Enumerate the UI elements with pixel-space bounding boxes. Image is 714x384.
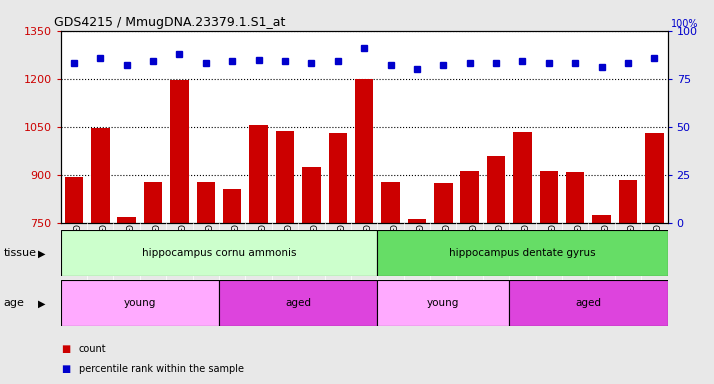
Bar (91, 127, 109, 223)
Bar (593, 215, 611, 223)
Text: GSM297140: GSM297140 (122, 224, 131, 275)
Text: GSM297149: GSM297149 (360, 224, 368, 275)
Bar (355, 79, 373, 223)
Bar (408, 219, 426, 223)
Text: GSM297143: GSM297143 (201, 224, 211, 275)
Text: GSM297153: GSM297153 (466, 224, 474, 275)
Text: GSM297147: GSM297147 (307, 224, 316, 275)
Text: hippocampus cornu ammonis: hippocampus cornu ammonis (142, 248, 296, 258)
Text: count: count (79, 344, 106, 354)
Bar (61, 230, 377, 276)
Text: GSM297142: GSM297142 (175, 224, 184, 275)
Text: GSM297157: GSM297157 (570, 224, 580, 275)
Text: GDS4215 / MmugDNA.23379.1.S1_at: GDS4215 / MmugDNA.23379.1.S1_at (54, 16, 285, 29)
Text: young: young (124, 298, 156, 308)
Bar (117, 217, 136, 223)
Text: GSM297151: GSM297151 (413, 224, 421, 275)
Bar (144, 182, 162, 223)
Text: aged: aged (575, 298, 601, 308)
Text: percentile rank within the sample: percentile rank within the sample (79, 364, 243, 374)
Bar (509, 280, 668, 326)
Bar (381, 182, 400, 223)
Bar (540, 170, 558, 223)
Bar (196, 182, 215, 223)
Bar (61, 280, 219, 326)
Text: GSM297145: GSM297145 (254, 224, 263, 275)
Text: ▶: ▶ (38, 298, 45, 308)
Bar (377, 230, 668, 276)
Bar (170, 80, 188, 223)
Text: GSM297154: GSM297154 (491, 224, 501, 275)
Bar (619, 180, 637, 223)
Bar (377, 280, 509, 326)
Bar (65, 177, 83, 223)
Bar (487, 156, 506, 223)
Text: GSM297146: GSM297146 (281, 224, 289, 275)
Text: GSM297156: GSM297156 (544, 224, 553, 275)
Text: 100%: 100% (671, 19, 699, 29)
Text: tissue: tissue (4, 248, 36, 258)
Bar (328, 133, 347, 223)
Text: ■: ■ (61, 364, 70, 374)
Bar (223, 189, 241, 223)
Bar (276, 131, 294, 223)
Bar (566, 172, 585, 223)
Text: GSM297141: GSM297141 (149, 224, 158, 275)
Bar (219, 280, 377, 326)
Text: GSM297158: GSM297158 (597, 224, 606, 275)
Text: GSM297148: GSM297148 (333, 224, 342, 275)
Text: aged: aged (285, 298, 311, 308)
Text: age: age (4, 298, 24, 308)
Text: ■: ■ (61, 344, 70, 354)
Bar (513, 132, 532, 223)
Text: young: young (427, 298, 460, 308)
Bar (302, 167, 321, 223)
Text: GSM297160: GSM297160 (650, 224, 659, 275)
Text: GSM297159: GSM297159 (623, 224, 633, 275)
Text: hippocampus dentate gyrus: hippocampus dentate gyrus (449, 248, 595, 258)
Bar (645, 133, 663, 223)
Text: GSM297138: GSM297138 (69, 224, 79, 275)
Bar (249, 126, 268, 223)
Bar (461, 170, 479, 223)
Text: GSM297144: GSM297144 (228, 224, 237, 275)
Text: GSM297152: GSM297152 (439, 224, 448, 275)
Bar (434, 184, 453, 223)
Text: GSM297150: GSM297150 (386, 224, 395, 275)
Text: GSM297139: GSM297139 (96, 224, 105, 275)
Text: GSM297155: GSM297155 (518, 224, 527, 275)
Text: ▶: ▶ (38, 248, 45, 258)
